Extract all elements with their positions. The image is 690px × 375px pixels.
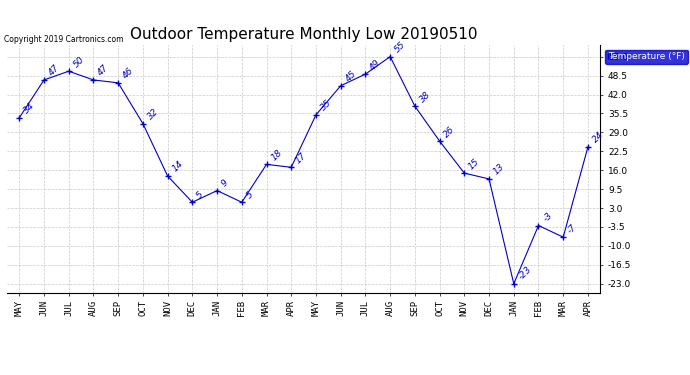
Text: 32: 32 xyxy=(146,107,160,122)
Text: 38: 38 xyxy=(417,90,432,104)
Text: 47: 47 xyxy=(47,63,61,78)
Title: Outdoor Temperature Monthly Low 20190510: Outdoor Temperature Monthly Low 20190510 xyxy=(130,27,477,42)
Text: 5: 5 xyxy=(195,190,206,200)
Text: 26: 26 xyxy=(442,124,457,139)
Text: 13: 13 xyxy=(492,162,506,177)
Text: 35: 35 xyxy=(319,98,333,113)
Text: Copyright 2019 Cartronics.com: Copyright 2019 Cartronics.com xyxy=(4,35,124,44)
Text: 15: 15 xyxy=(467,156,482,171)
Text: 5: 5 xyxy=(244,190,255,200)
Text: 9: 9 xyxy=(220,178,230,188)
Text: 49: 49 xyxy=(368,57,383,72)
Text: 14: 14 xyxy=(170,159,185,174)
Text: 46: 46 xyxy=(121,66,135,81)
Text: -3: -3 xyxy=(541,211,554,224)
Text: 45: 45 xyxy=(344,69,358,84)
Legend: Temperature (°F): Temperature (°F) xyxy=(605,50,688,64)
Text: 55: 55 xyxy=(393,40,407,54)
Text: 34: 34 xyxy=(22,101,37,115)
Text: 18: 18 xyxy=(269,148,284,162)
Text: 47: 47 xyxy=(96,63,110,78)
Text: -7: -7 xyxy=(566,222,579,235)
Text: 24: 24 xyxy=(591,130,605,145)
Text: -23: -23 xyxy=(517,265,533,282)
Text: 50: 50 xyxy=(72,54,86,69)
Text: 17: 17 xyxy=(294,151,308,165)
